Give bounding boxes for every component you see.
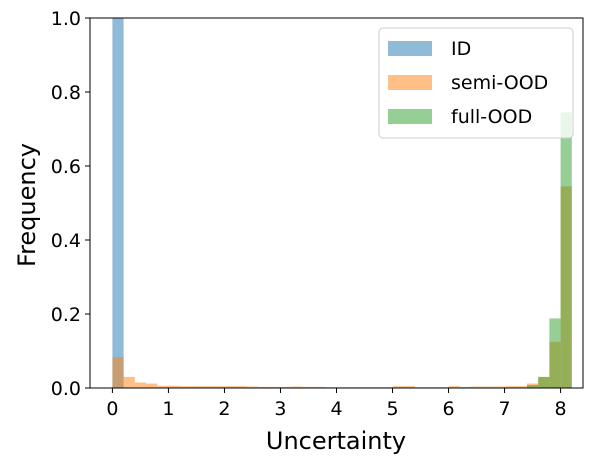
y-axis-label: Frequency: [13, 143, 41, 267]
bar-full-ood-0: [526, 385, 539, 388]
bar-full-ood-3: [560, 112, 572, 388]
bar-semi-ood-8: [202, 386, 214, 388]
bar-semi-ood-13: [258, 386, 270, 388]
bar-semi-ood-1: [123, 376, 135, 388]
y-tick-label: 1.0: [51, 8, 81, 30]
bar-semi-ood-12: [246, 386, 259, 388]
bar-semi-ood-17: [302, 386, 315, 388]
bar-semi-ood-25: [392, 386, 404, 388]
legend-swatch-semi-ood: [388, 75, 432, 90]
bar-semi-ood-15: [280, 386, 292, 388]
bar-semi-ood-18: [314, 386, 326, 388]
legend-label-id: ID: [451, 38, 471, 60]
x-tick-label: 4: [330, 398, 342, 420]
y-axis-ticks: 0.0 0.2 0.4 0.6 0.8 1.0: [51, 8, 90, 400]
legend-swatch-id: [388, 41, 432, 56]
series-full-ood: [526, 112, 572, 388]
bar-semi-ood-3: [146, 383, 158, 388]
x-tick-label: 7: [499, 398, 511, 420]
bar-semi-ood-14: [269, 386, 281, 388]
x-tick-label: 0: [106, 398, 118, 420]
x-axis-label: Uncertainty: [266, 427, 406, 455]
y-tick-label: 0.2: [51, 304, 81, 326]
bar-semi-ood-30: [448, 386, 460, 388]
legend-label-full-ood: full-OOD: [451, 106, 532, 128]
bar-semi-ood-9: [213, 386, 225, 388]
bar-semi-ood-36: [515, 386, 527, 388]
bar-id-0: [112, 18, 124, 388]
y-tick-label: 0.4: [51, 230, 81, 252]
x-axis-ticks: 0 1 2 3 4 5 6 7 8: [106, 388, 567, 420]
bar-full-ood-1: [538, 376, 550, 388]
bar-full-ood-2: [549, 318, 561, 388]
y-tick-label: 0.0: [51, 378, 81, 400]
y-tick-label: 0.8: [51, 82, 81, 104]
x-tick-label: 3: [274, 398, 286, 420]
bar-semi-ood-2: [134, 382, 147, 388]
x-tick-label: 5: [386, 398, 398, 420]
bar-semi-ood-10: [224, 386, 236, 388]
x-tick-label: 8: [555, 398, 567, 420]
series-semi-ood: [112, 186, 572, 388]
x-tick-label: 1: [162, 398, 174, 420]
bar-semi-ood-35: [504, 386, 516, 388]
bar-semi-ood-6: [179, 386, 191, 388]
bar-semi-ood-34: [493, 386, 505, 388]
plot-area: [89, 17, 584, 389]
bar-semi-ood-26: [403, 386, 415, 388]
bar-semi-ood-7: [190, 386, 203, 388]
bar-semi-ood-4: [157, 385, 169, 388]
y-tick-label: 0.6: [51, 156, 81, 178]
legend-swatch-full-ood: [388, 109, 432, 124]
legend-label-semi-ood: semi-OOD: [451, 72, 548, 94]
x-tick-label: 6: [442, 398, 454, 420]
x-tick-label: 2: [218, 398, 230, 420]
bar-semi-ood-16: [291, 386, 303, 388]
bar-semi-ood-11: [235, 386, 247, 388]
bar-semi-ood-5: [168, 385, 180, 388]
bar-semi-ood-32: [470, 386, 483, 388]
bar-semi-ood-31: [459, 386, 471, 388]
bar-semi-ood-0: [112, 357, 124, 388]
bar-semi-ood-33: [482, 386, 494, 388]
legend: ID semi-OOD full-OOD: [378, 27, 574, 139]
